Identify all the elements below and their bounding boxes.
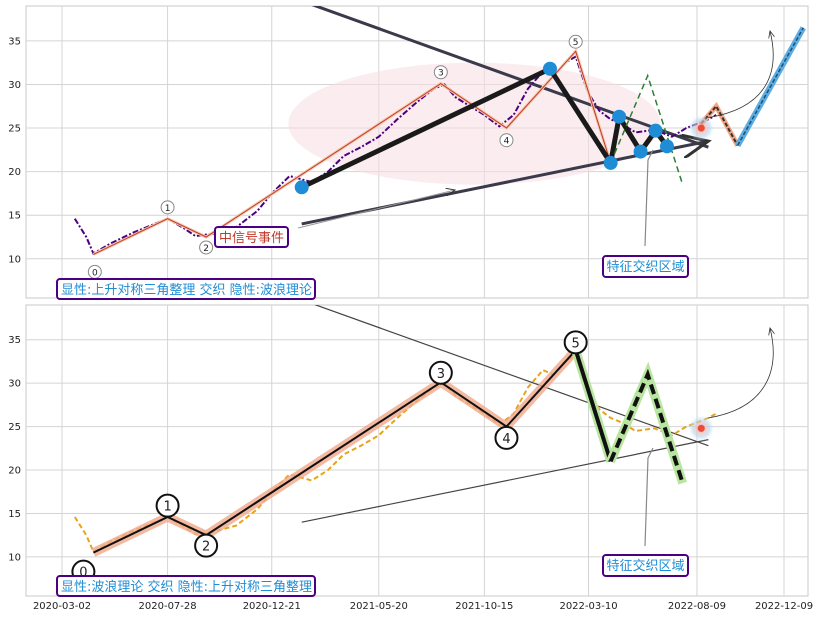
x-tick-label: 2021-10-15 [455,601,513,612]
zone-label-box [602,554,689,577]
zone-label: 特征交织区域 [606,558,684,574]
bottom-panel: 2020-03-02 2020-07-28 2020-12-21 2021-05-20… [8,304,813,612]
pivot-marker [603,155,618,170]
x-tick-label: 2021-05-20 [350,601,408,612]
y-tick-label: 10 [8,254,21,265]
signal-label-box [214,226,289,248]
wave-label: 1 [163,500,171,515]
y-tick-label: 30 [8,80,21,91]
y-tick-label: 30 [8,379,21,390]
trend-line [314,305,709,447]
forecast-arrow [708,31,773,118]
pivot-marker [633,144,648,159]
wave-label: 3 [437,367,445,382]
wave-line [573,349,613,462]
wave-label-circle [499,133,514,148]
wave-label: 0 [92,268,98,278]
pattern-annotation: 显性:波浪理论 交织 隐性:上升对称三角整理 [61,579,312,595]
projection-blue [736,27,804,146]
target-dot [697,124,705,132]
wave-label: 4 [502,432,510,447]
pattern-annotation-box [56,575,316,597]
zone-label: 特征交织区域 [606,259,684,275]
wave-label-circle [199,240,214,255]
plot-frame [25,304,809,597]
wave-label: 1 [165,204,171,214]
y-tick-label: 25 [8,124,21,135]
x-tick-label: 2020-03-02 [33,601,91,612]
wave-line [93,50,612,255]
trend-line [301,439,709,523]
x-tick-label: 2022-12-09 [755,601,813,612]
wave-label-circle [494,425,519,450]
pattern-annotation: 显性:上升对称三角整理 交织 隐性:波浪理论 [61,282,312,298]
y-tick-label: 25 [8,422,21,433]
pivot-marker [294,180,309,195]
wave-label: 5 [572,336,580,351]
wave-line [92,349,577,554]
pivot-marker [659,139,674,154]
wave-label-circle [155,493,180,518]
y-tick-label: 35 [8,335,21,346]
plot-area: 0 1 2 3 4 5 [73,6,806,279]
plot-area: 0 1 2 3 4 5 [71,305,773,584]
target-dot [697,424,705,432]
wave-label: 2 [202,540,210,555]
wave-label-circle [160,200,175,215]
x-tick-label: 2020-12-21 [243,601,301,612]
wave-label: 3 [438,69,444,79]
y-tick-label: 20 [8,167,21,178]
y-tick-label: 20 [8,466,21,477]
wave-label-circle [563,330,588,355]
pattern-annotation-box [56,278,316,300]
zone-pointer [644,447,654,547]
y-tick-label: 35 [8,36,21,47]
pivot-marker [648,123,663,138]
wave-label-circle [428,360,453,385]
x-tick-label: 2022-08-09 [668,601,726,612]
signal-label: 中信号事件 [219,231,284,246]
zone-label-box [602,255,689,278]
signal-arrow [297,190,455,229]
wave-label-circle [433,65,448,80]
wave-label-circle [194,533,219,558]
zone-pointer [644,149,654,247]
y-tick-label: 15 [8,211,21,222]
wave-label: 5 [573,38,579,48]
wave-label: 0 [79,566,87,581]
pivot-marker [542,61,557,76]
wave-label-circle [568,34,583,49]
wave-label: 4 [504,137,510,147]
x-tick-label: 2020-07-28 [139,601,197,612]
y-tick-label: 10 [8,552,21,563]
x-tick-label: 2022-03-10 [559,601,617,612]
y-tick-label: 15 [8,509,21,520]
trend-line [311,6,709,149]
pivot-marker [612,109,627,124]
wave-label: 2 [203,244,209,254]
projection-dashed [608,368,685,484]
forecast-arrow [708,328,773,419]
